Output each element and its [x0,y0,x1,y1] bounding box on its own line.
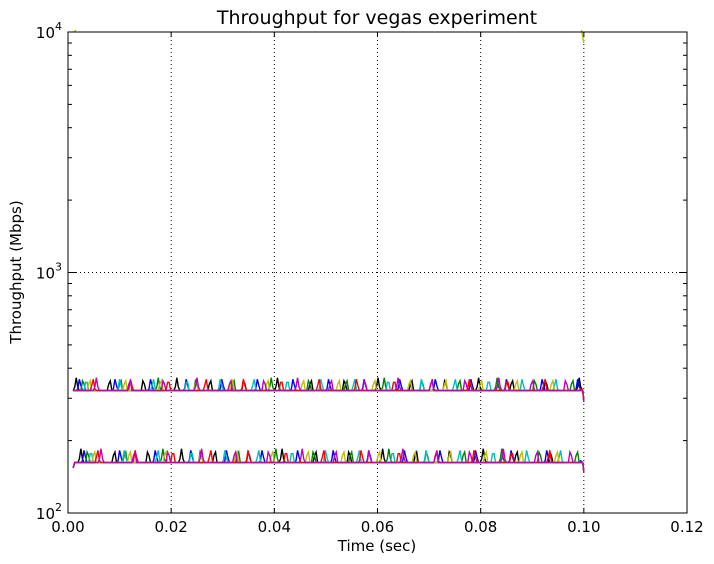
spike-line [580,30,585,44]
y-tick-label: 102 [36,501,62,523]
x-tick-label: 0.08 [464,518,497,536]
x-tick-labels: 0.00 0.02 0.04 0.06 0.08 0.10 0.12 [51,518,703,536]
x-tick-label: 0.04 [258,518,291,536]
series-line [72,448,585,473]
grid-lines [68,32,687,513]
y-axis-label: Throughput (Mbps) [7,200,25,344]
x-tick-label: 0.10 [567,518,600,536]
x-axis-label: Time (sec) [337,537,416,555]
spike-line [73,30,77,33]
y-tick-label: 104 [36,20,62,42]
x-tick-label: 0.06 [361,518,394,536]
chart-title: Throughput for vegas experiment [216,7,537,29]
plot-area [72,30,585,473]
axis-ticks [67,31,688,514]
y-tick-label: 103 [36,261,62,283]
y-tick-labels: 102 103 104 [36,20,62,523]
x-tick-label: 0.02 [154,518,187,536]
x-tick-label: 0.12 [670,518,703,536]
x-tick-label: 0.00 [51,518,84,536]
series-line [73,377,585,402]
